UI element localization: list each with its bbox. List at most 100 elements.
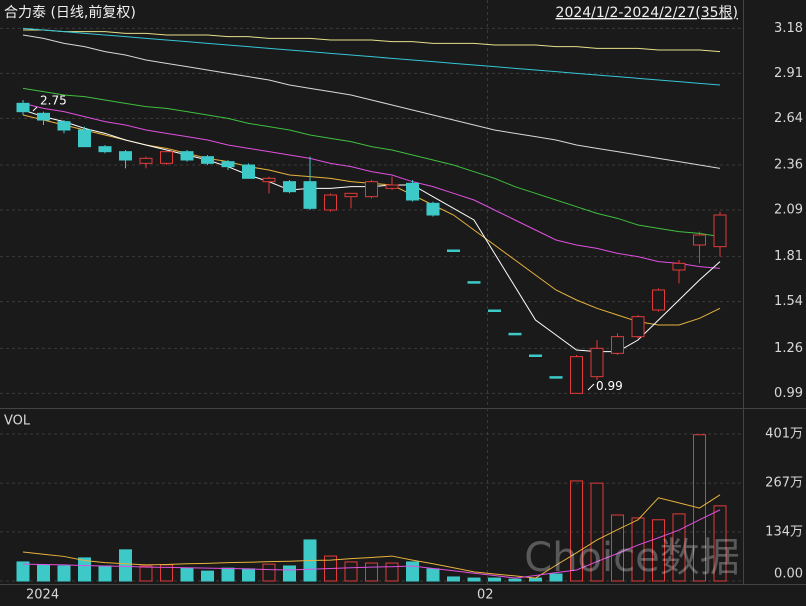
candle-body [672, 262, 686, 271]
volume-bar [426, 568, 440, 582]
volume-bar [611, 514, 624, 582]
volume-bar [180, 567, 194, 582]
candle-body [611, 336, 624, 354]
volume-bar [283, 565, 296, 582]
y-tick-label: 0.00 [774, 567, 803, 582]
y-tick-label: 0.99 [774, 386, 803, 401]
x-tick-label: 2024 [26, 588, 59, 603]
y-tick-label: 2.64 [774, 111, 803, 126]
volume-bar [549, 573, 563, 582]
volume-bar [221, 567, 235, 582]
volume-bar [570, 480, 583, 582]
candle-body [221, 161, 235, 168]
y-tick-label: 1.81 [774, 249, 803, 264]
moving-average-line [22, 509, 721, 579]
candle-body [590, 347, 604, 378]
volume-bar [652, 519, 665, 582]
candle-body [529, 354, 542, 357]
volume-bar [262, 563, 276, 582]
candle-body [242, 164, 255, 179]
candle-body [549, 376, 563, 379]
volume-bar [672, 513, 686, 582]
y-tick-label: 134万 [765, 524, 803, 539]
volume-bar [406, 561, 419, 582]
y-tick-label: 1.26 [774, 341, 803, 356]
candle-body [344, 192, 358, 198]
y-tick-label: 2.91 [774, 66, 803, 81]
plot-layer [0, 27, 743, 582]
candle-body [283, 181, 296, 193]
moving-average-line [23, 29, 721, 53]
volume-bar [242, 568, 255, 582]
volume-bar [139, 565, 153, 582]
volume-bar [385, 562, 399, 582]
candle-body [467, 281, 481, 284]
volume-bar [98, 565, 112, 582]
volume-bar [365, 562, 378, 582]
y-tick-label: 267万 [765, 476, 803, 491]
high-arrow [32, 106, 38, 112]
y-tick-label: 3.18 [774, 21, 803, 36]
candle-body [78, 129, 91, 148]
candle-body [16, 102, 30, 113]
y-tick-label: 1.54 [774, 294, 803, 309]
moving-average-line [22, 494, 721, 579]
y-tick-label: 2.36 [774, 158, 803, 173]
moving-average-line [22, 102, 721, 269]
volume-bar [201, 570, 214, 582]
y-tick-label: 2.09 [774, 203, 803, 218]
candle-body [180, 151, 194, 161]
volume-bar [344, 561, 358, 582]
candle-body [160, 151, 173, 164]
low-arrow [587, 383, 595, 391]
volume-bar [119, 549, 132, 582]
volume-bar [467, 577, 481, 582]
high-label: 2.75 [40, 94, 67, 108]
candle-body [119, 151, 132, 161]
volume-bar [16, 561, 30, 582]
candle-body [570, 356, 583, 394]
candle-body [139, 157, 153, 164]
y-tick-label: 401万 [765, 426, 803, 441]
x-tick-label: 02 [477, 588, 494, 603]
candle-body [631, 316, 645, 338]
moving-average-line [22, 87, 721, 238]
volume-title: VOL [4, 414, 31, 429]
candle-body [713, 214, 727, 248]
volume-bar [447, 576, 460, 582]
chart-title: 合力泰 (日线,前复权) [4, 4, 136, 21]
volume-bar [631, 517, 645, 582]
candle-body [324, 194, 337, 211]
candle-body [262, 177, 276, 183]
volume-bar [78, 557, 91, 582]
candle-body [406, 182, 419, 201]
volume-bar [57, 565, 71, 582]
volume-bar [488, 577, 501, 582]
moving-average-line [22, 34, 721, 169]
low-label: 0.99 [596, 379, 623, 393]
volume-bar [508, 578, 522, 582]
watermark: Choice数据 [524, 535, 739, 581]
volume-bar [590, 482, 604, 582]
candle-body [365, 181, 378, 198]
candle-body [652, 289, 665, 311]
candle-body [693, 234, 706, 246]
date-range: 2024/1/2-2024/2/27(35根) [556, 5, 738, 21]
candle-body [508, 332, 522, 336]
candle-body [303, 181, 317, 209]
volume-bar [693, 434, 706, 582]
candle-body [37, 112, 50, 121]
volume-bar [37, 564, 50, 582]
candle-body [98, 146, 112, 153]
candle-body [447, 249, 460, 252]
candle-body [426, 202, 440, 216]
candle-body [385, 184, 399, 189]
candle-body [201, 156, 214, 164]
moving-average-line [22, 27, 721, 86]
volume-bar [713, 505, 727, 582]
candle-body [488, 309, 501, 312]
candle-body [57, 121, 71, 131]
